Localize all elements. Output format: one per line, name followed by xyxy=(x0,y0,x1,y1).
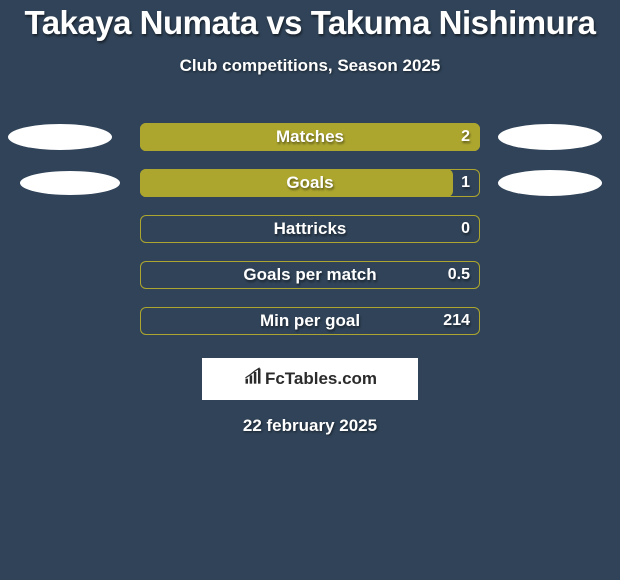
player-left-marker xyxy=(8,124,112,150)
stat-row: Min per goal214 xyxy=(0,298,620,344)
player-right-marker xyxy=(498,170,602,196)
stat-row: Goals per match0.5 xyxy=(0,252,620,298)
stat-row: Matches2 xyxy=(0,114,620,160)
page-title: Takaya Numata vs Takuma Nishimura xyxy=(0,4,620,42)
stat-row: Hattricks0 xyxy=(0,206,620,252)
footer-date: 22 february 2025 xyxy=(0,416,620,436)
brand-box[interactable]: FcTables.com xyxy=(202,358,418,400)
stat-row: Goals1 xyxy=(0,160,620,206)
page-subtitle: Club competitions, Season 2025 xyxy=(0,56,620,76)
player-right-marker xyxy=(498,124,602,150)
brand-text: FcTables.com xyxy=(265,369,377,389)
bar-chart-icon xyxy=(243,367,263,392)
bar-fill xyxy=(140,169,453,197)
brand-inner: FcTables.com xyxy=(243,367,377,392)
bar-track xyxy=(140,215,480,243)
comparison-card: Takaya Numata vs Takuma Nishimura Club c… xyxy=(0,0,620,436)
bar-track xyxy=(140,261,480,289)
player-left-marker xyxy=(20,171,120,195)
bar-track xyxy=(140,307,480,335)
bar-fill xyxy=(140,123,480,151)
stat-rows: Matches2Goals1Hattricks0Goals per match0… xyxy=(0,114,620,344)
